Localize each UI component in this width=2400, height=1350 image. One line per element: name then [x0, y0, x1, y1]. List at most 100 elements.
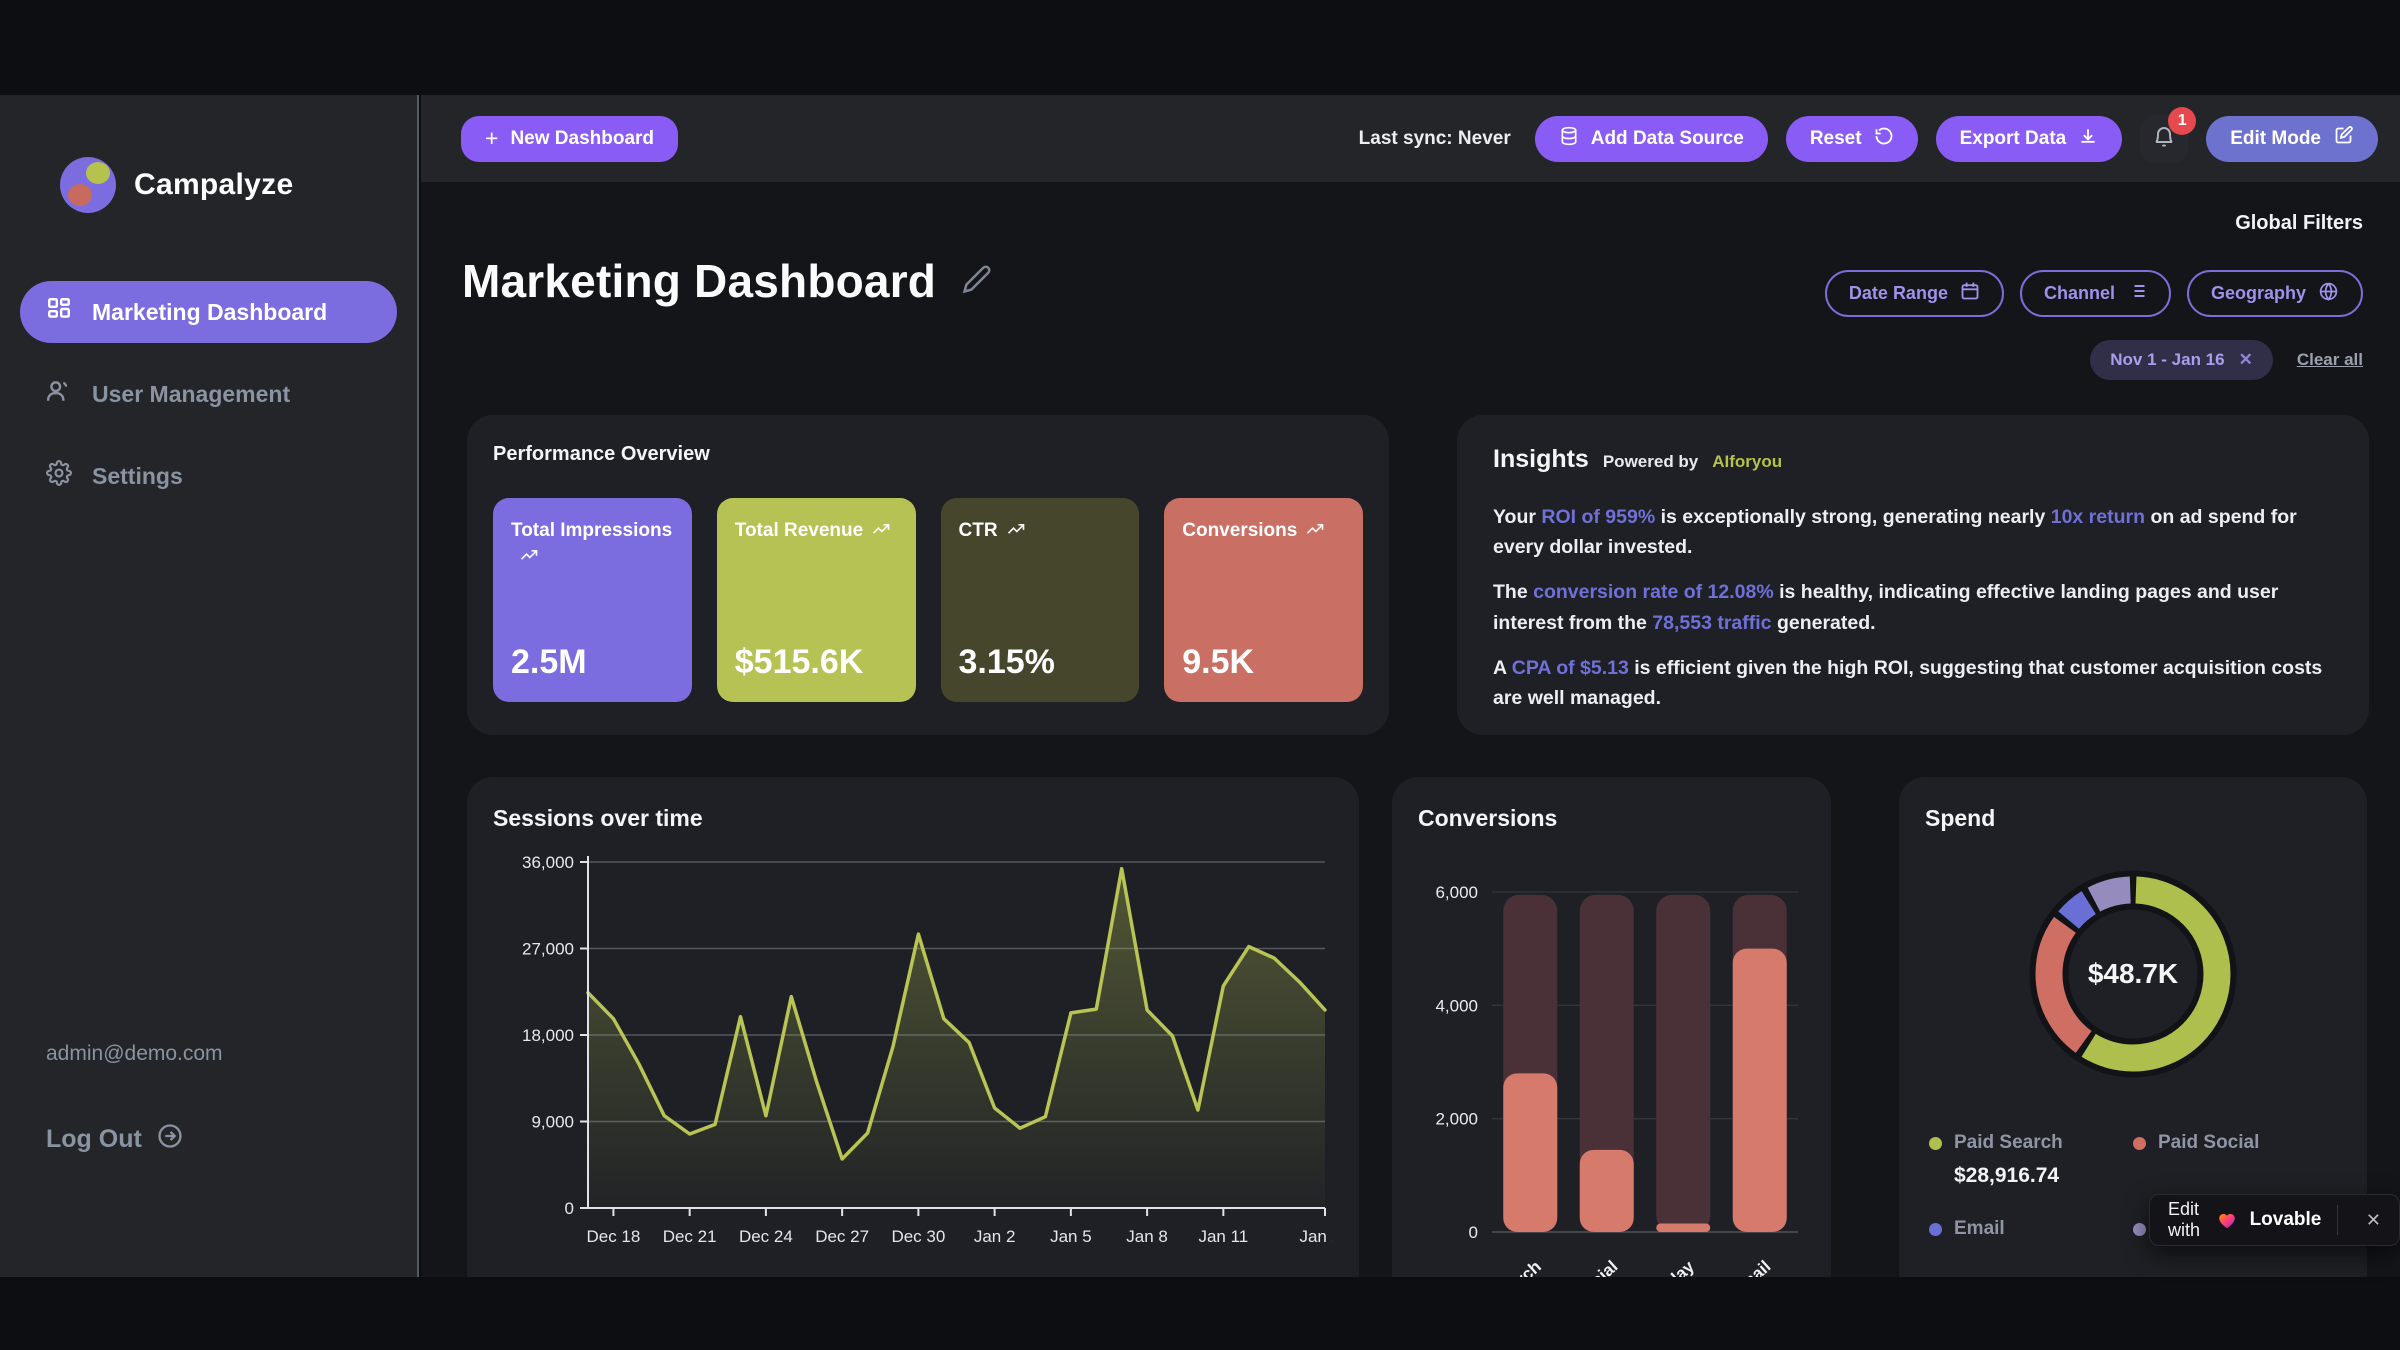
conversions-bar-chart: 0 2,000 4,000 6,000 Search Social Display Email: [1435, 883, 1798, 1277]
spend-chart-title: Spend: [1925, 805, 1996, 831]
global-filters-label: Global Filters: [2235, 212, 2363, 234]
rotate-ccw-icon: [1874, 126, 1894, 152]
geography-filter-button[interactable]: Geography: [2186, 270, 2363, 317]
export-data-button[interactable]: Export Data: [1935, 115, 2123, 162]
globe-icon: [2318, 281, 2339, 307]
trending-up-icon: [873, 524, 890, 534]
svg-text:6,000: 6,000: [1435, 883, 1478, 902]
channel-filter-button[interactable]: Channel: [2019, 270, 2171, 317]
svg-text:Display: Display: [1640, 1256, 1698, 1277]
lovable-brand: Lovable: [2249, 1209, 2322, 1230]
date-range-chip-label: Nov 1 - Jan 16: [2110, 350, 2225, 369]
svg-text:0: 0: [565, 1199, 574, 1218]
svg-text:Social: Social: [1571, 1257, 1621, 1277]
edit-mode-button[interactable]: Edit Mode: [2206, 115, 2378, 162]
kpi-ctr[interactable]: CTR 3.15%: [940, 498, 1140, 702]
legend-dot-icon: [2133, 1222, 2146, 1236]
insights-provider: AIforyou: [1712, 452, 1783, 471]
legend-dot-icon: [2133, 1136, 2146, 1150]
arrow-right-circle-icon: [156, 1122, 184, 1157]
insights-paragraphs: Your ROI of 959% is exceptionally strong…: [1493, 506, 2323, 710]
performance-overview-card: Performance Overview Total Impressions 2…: [467, 415, 1389, 735]
bell-icon: [2152, 125, 2176, 152]
trending-up-icon: [520, 549, 538, 560]
legend-dot-icon: [1929, 1222, 1942, 1236]
kpi-label: Total Revenue: [734, 520, 864, 541]
legend-dot-icon: [1929, 1136, 1942, 1150]
svg-text:Jan 5: Jan 5: [1050, 1227, 1092, 1246]
app-name: Campalyze: [134, 168, 294, 201]
notifications-button[interactable]: 1: [2140, 106, 2197, 163]
chip-close-icon[interactable]: ✕: [2238, 350, 2253, 369]
lovable-heart-icon: [2216, 1209, 2238, 1231]
legend-label: Paid Social: [2158, 1132, 2260, 1153]
gear-icon: [46, 460, 72, 492]
reset-label: Reset: [1809, 127, 1862, 149]
svg-text:$48.7K: $48.7K: [2088, 958, 2178, 989]
svg-text:0: 0: [1469, 1223, 1478, 1242]
sidebar-item-settings[interactable]: Settings: [20, 445, 397, 507]
add-data-source-label: Add Data Source: [1590, 127, 1744, 149]
legend-label: Email: [1954, 1218, 2005, 1239]
svg-text:Email: Email: [1728, 1257, 1774, 1277]
database-icon: [1559, 126, 1579, 152]
svg-text:Jan 15: Jan 15: [1299, 1227, 1333, 1246]
sidebar: Campalyze Marketing Dashboard User Manag…: [0, 95, 419, 1277]
reset-button[interactable]: Reset: [1785, 115, 1918, 162]
sidebar-item-label: User Management: [92, 380, 291, 407]
sessions-area-chart: 0 9,000 18,000 27,000 36,000 Dec 18 Dec 21 Dec …: [522, 853, 1333, 1246]
edit-title-pencil-icon[interactable]: [962, 264, 992, 299]
notification-badge: 1: [2168, 106, 2197, 135]
edit-with-lovable-badge[interactable]: Edit with Lovable ✕: [2149, 1194, 2400, 1246]
kpi-label: Conversions: [1182, 520, 1298, 541]
sessions-chart-title: Sessions over time: [493, 805, 703, 831]
svg-text:Dec 24: Dec 24: [739, 1227, 793, 1246]
spend-donut-chart: $48.7K: [2029, 870, 2237, 1078]
list-icon: [2127, 281, 2147, 306]
logout-button[interactable]: Log Out: [46, 1122, 417, 1157]
filter-buttons: Date Range Channel Geography: [1824, 270, 2363, 317]
svg-text:2,000: 2,000: [1435, 1110, 1478, 1129]
kpi-label: CTR: [958, 520, 998, 541]
insights-card: Insights Powered by AIforyou Your ROI of…: [1457, 415, 2369, 735]
kpi-total-impressions[interactable]: Total Impressions 2.5M: [493, 498, 692, 702]
main-content: Global Filters Marketing Dashboard Date …: [421, 182, 2400, 1277]
spend-card: Spend $48.7K Paid Search $28,916.74 Paid S…: [1899, 777, 2367, 1277]
legend-item-email[interactable]: Email: [1929, 1218, 2133, 1240]
conversions-chart-title: Conversions: [1418, 805, 1558, 831]
conversions-card: Conversions 0 2,000 4,000 6,000 Search Social…: [1392, 777, 1831, 1277]
svg-text:Dec 18: Dec 18: [586, 1227, 640, 1246]
sidebar-item-user-management[interactable]: User Management: [20, 363, 397, 425]
lovable-prefix: Edit with: [2168, 1199, 2201, 1240]
sidebar-item-marketing-dashboard[interactable]: Marketing Dashboard: [20, 281, 397, 343]
date-range-chip[interactable]: Nov 1 - Jan 16 ✕: [2090, 340, 2273, 380]
svg-text:36,000: 36,000: [522, 853, 574, 872]
lovable-close-button[interactable]: ✕: [2354, 1210, 2393, 1231]
clear-all-link[interactable]: Clear all: [2296, 350, 2363, 369]
insights-title: Insights: [1493, 445, 1589, 473]
legend-item-paid-social[interactable]: Paid Social: [2133, 1132, 2337, 1188]
legend-label: Paid Search: [1954, 1132, 2063, 1153]
svg-text:9,000: 9,000: [531, 1113, 574, 1132]
new-dashboard-button[interactable]: + New Dashboard: [461, 115, 679, 162]
trending-up-icon: [1307, 524, 1324, 534]
topbar: + New Dashboard Last sync: Never Add Dat…: [421, 95, 2400, 182]
kpi-conversions[interactable]: Conversions 9.5K: [1164, 498, 1363, 702]
sidebar-item-label: Marketing Dashboard: [92, 298, 328, 325]
svg-text:Jan 11: Jan 11: [1198, 1227, 1248, 1246]
export-data-label: Export Data: [1959, 127, 2067, 149]
svg-text:Dec 21: Dec 21: [663, 1227, 717, 1246]
date-range-filter-button[interactable]: Date Range: [1824, 270, 2004, 317]
svg-text:Jan 8: Jan 8: [1126, 1227, 1168, 1246]
add-data-source-button[interactable]: Add Data Source: [1534, 115, 1768, 162]
kpi-value: 3.15%: [958, 643, 1055, 681]
user-email: admin@demo.com: [46, 1042, 223, 1065]
kpi-row: Total Impressions 2.5M Total Revenue $51…: [493, 498, 1363, 702]
legend-item-paid-search[interactable]: Paid Search $28,916.74: [1929, 1132, 2133, 1188]
logo-icon: [60, 157, 116, 213]
dashboard-grid-icon: [46, 296, 72, 328]
plus-icon: +: [485, 125, 499, 151]
legend-value: $28,916.74: [1954, 1164, 2060, 1187]
kpi-total-revenue[interactable]: Total Revenue $515.6K: [716, 498, 916, 702]
